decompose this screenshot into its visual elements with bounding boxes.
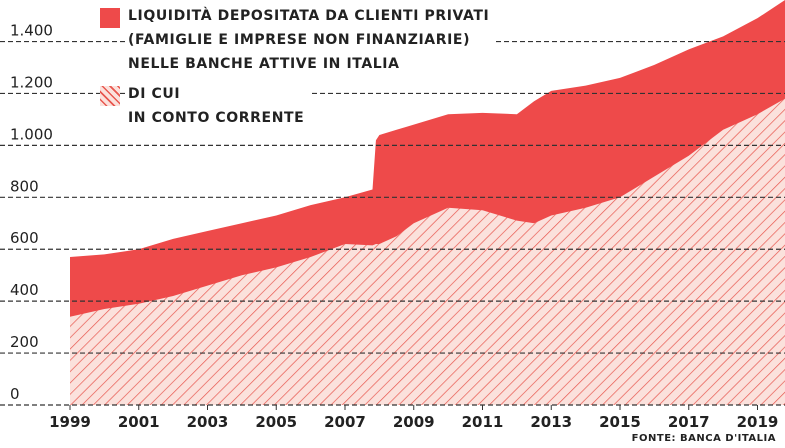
y-tick-label: 400 — [10, 281, 39, 299]
y-tick-label: 1.000 — [10, 125, 53, 143]
x-tick-label: 2007 — [324, 413, 366, 431]
area — [70, 98, 785, 406]
y-tick-label: 1.400 — [10, 22, 53, 40]
x-tick-label: 2009 — [393, 413, 435, 431]
legend-swatch — [100, 86, 120, 106]
legend-label: DI CUI IN CONTO CORRENTE — [128, 82, 311, 130]
x-tick-label: 2011 — [462, 413, 504, 431]
source: FONTE: BANCA D'ITALIA — [632, 433, 776, 444]
y-tick-label: 1.200 — [10, 73, 53, 91]
legend-swatch — [100, 8, 120, 28]
x-tick-label: 2001 — [118, 413, 160, 431]
x-tick-label: 2019 — [737, 413, 779, 431]
x-tick-label: 2015 — [599, 413, 641, 431]
x-tick-label: 1999 — [49, 413, 91, 431]
y-tick-label: 200 — [10, 333, 39, 351]
x-tick-label: 2003 — [187, 413, 229, 431]
y-tick-label: 800 — [10, 177, 39, 195]
legend-label: LIQUIDITÀ DEPOSITATA DA CLIENTI PRIVATI … — [128, 4, 496, 76]
x-tick-label: 2005 — [255, 413, 297, 431]
x-tick-label: 2017 — [668, 413, 710, 431]
y-tick-label: 0 — [10, 385, 20, 403]
x-tick-label: 2013 — [530, 413, 572, 431]
y-tick-label: 600 — [10, 229, 39, 247]
